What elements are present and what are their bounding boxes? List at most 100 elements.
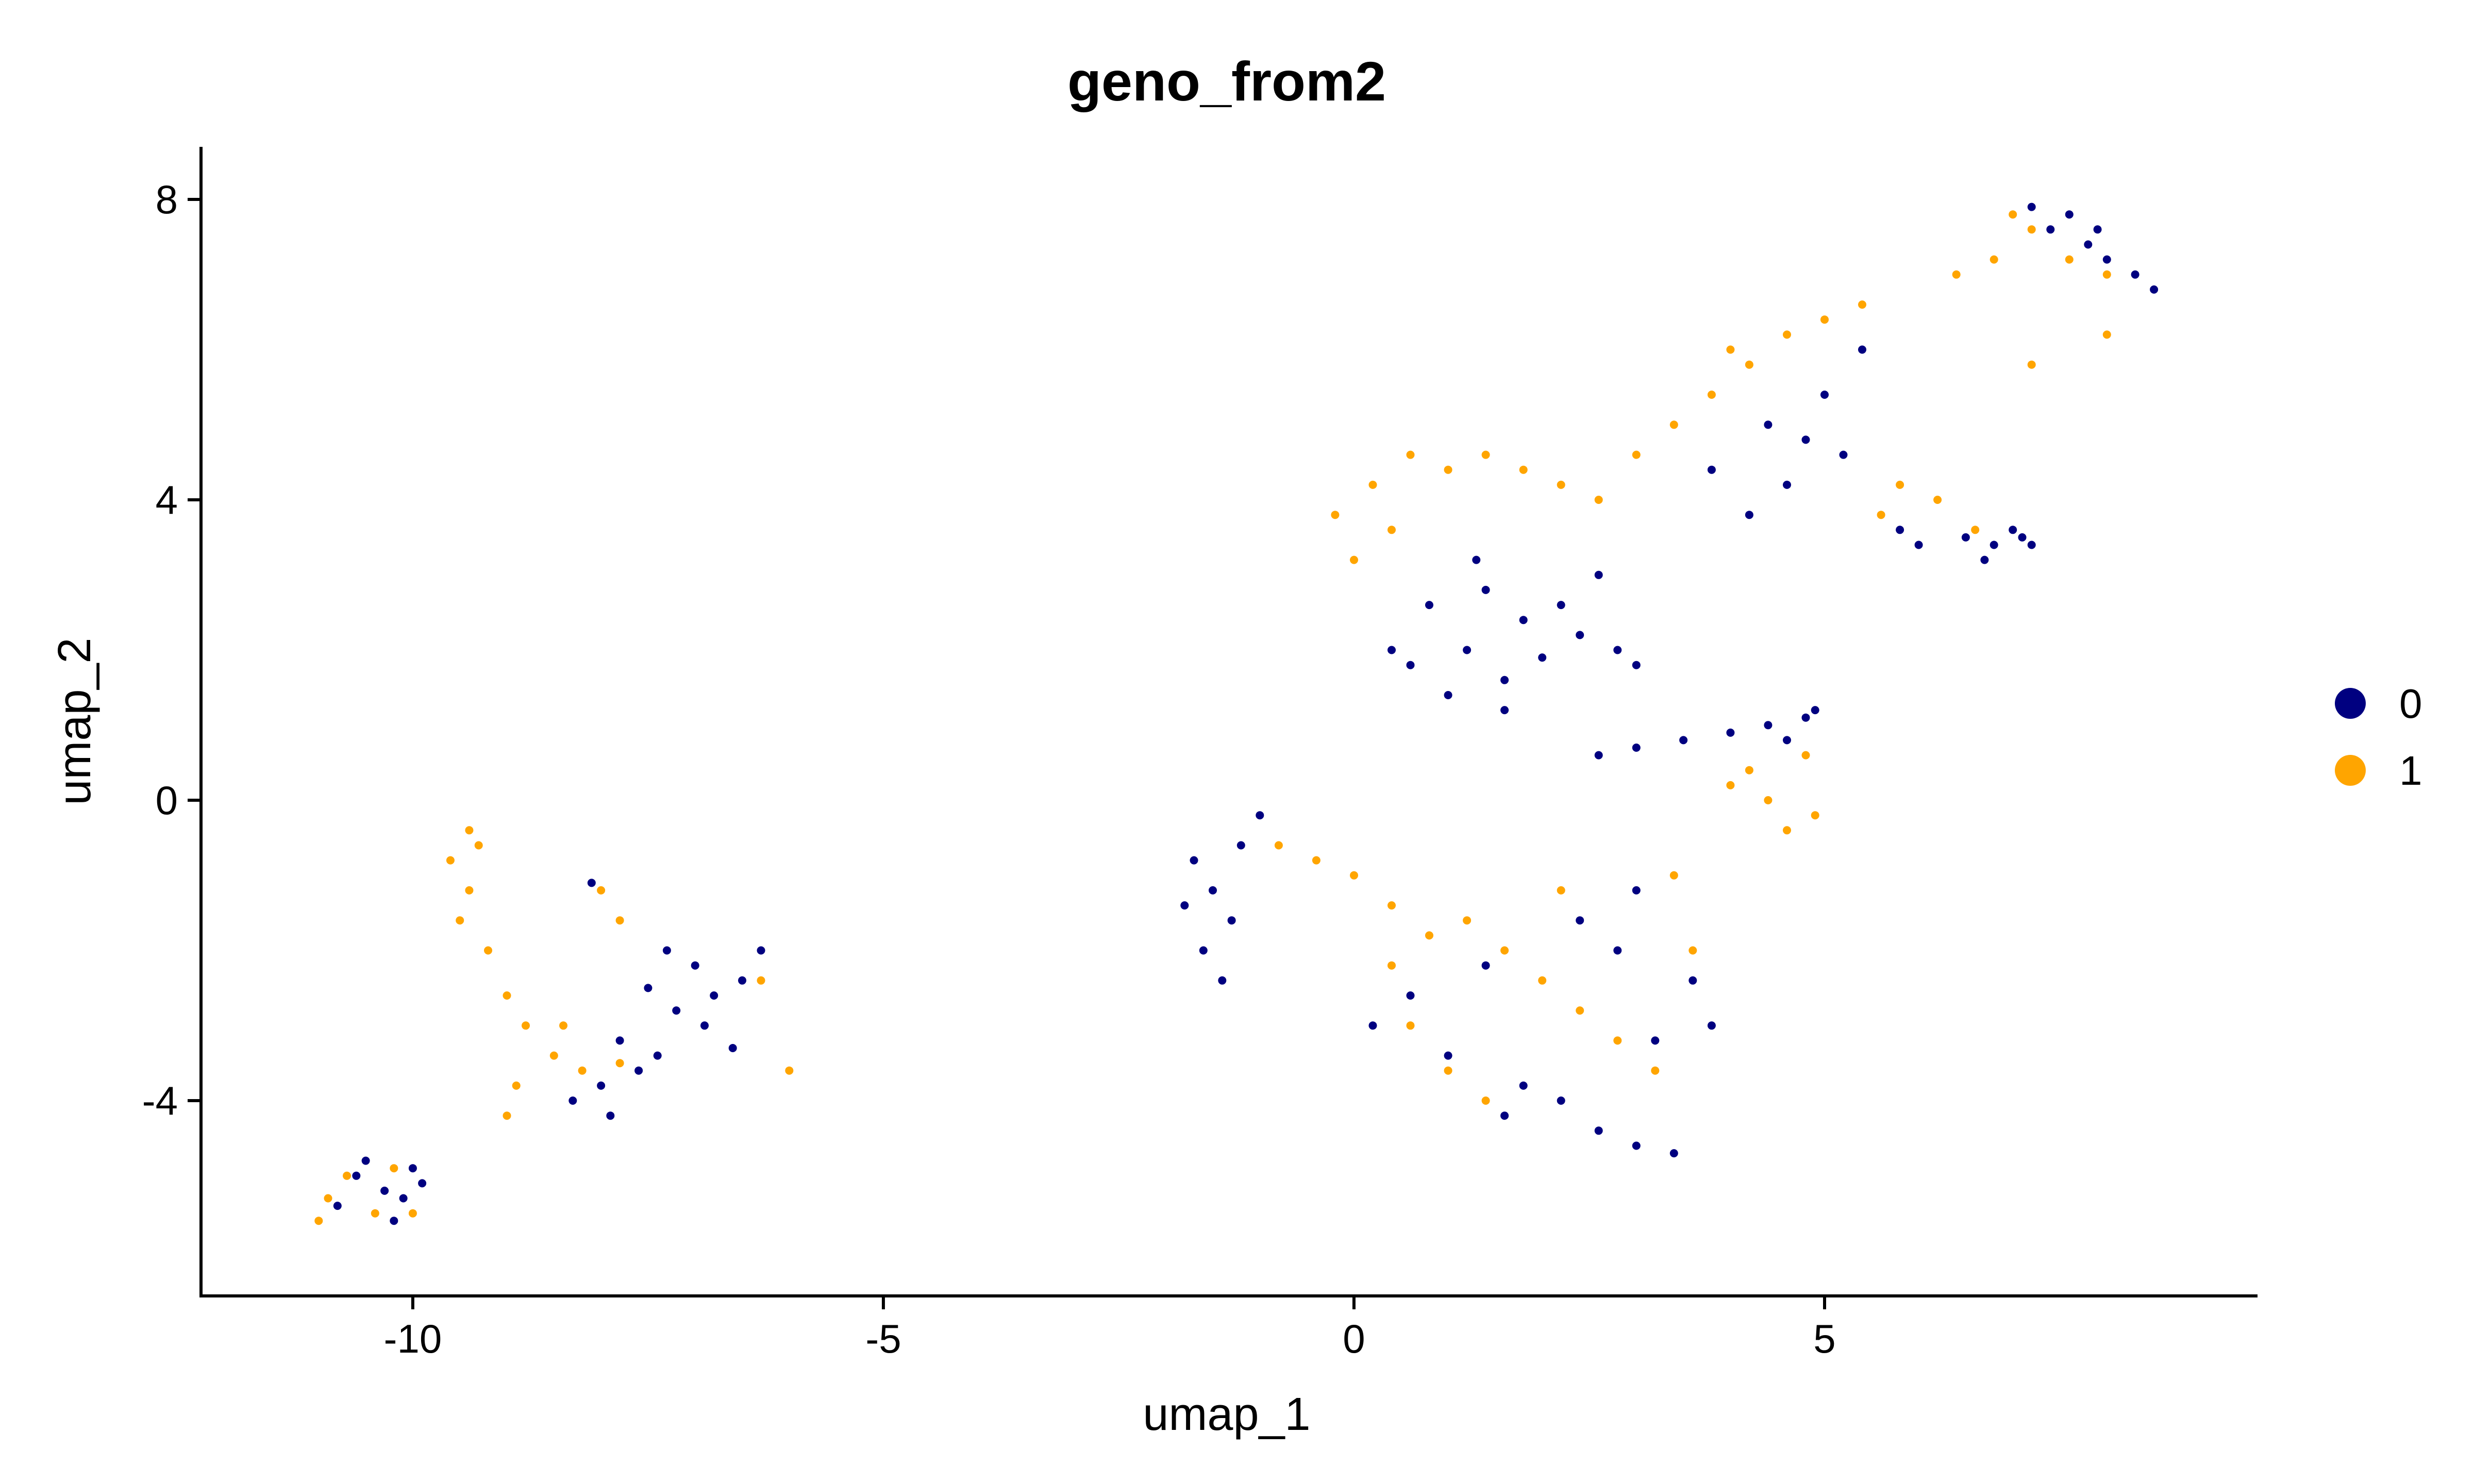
data-point-series-0 xyxy=(1444,1051,1452,1060)
data-point-series-0 xyxy=(1500,676,1509,684)
data-point-series-0 xyxy=(1406,991,1415,1000)
data-point-series-0 xyxy=(1236,841,1245,850)
x-tick-label: -10 xyxy=(384,1316,442,1361)
data-point-series-1 xyxy=(1952,270,1961,279)
data-point-series-0 xyxy=(2009,526,2017,534)
data-point-series-1 xyxy=(1274,841,1283,850)
data-point-series-0 xyxy=(1388,646,1396,654)
data-point-series-1 xyxy=(1651,1066,1660,1075)
data-point-series-1 xyxy=(1444,1066,1452,1075)
data-point-series-1 xyxy=(1444,465,1452,474)
data-point-series-0 xyxy=(1707,1021,1716,1030)
data-point-series-0 xyxy=(418,1179,427,1188)
legend-key-1 xyxy=(2335,755,2366,786)
data-point-series-1 xyxy=(1971,526,1980,534)
data-point-series-0 xyxy=(587,879,596,887)
data-point-series-0 xyxy=(352,1171,361,1180)
data-point-series-1 xyxy=(1388,901,1396,910)
data-point-series-0 xyxy=(1594,570,1603,579)
data-point-series-1 xyxy=(615,1059,624,1068)
data-point-series-1 xyxy=(474,841,483,850)
y-tick-label: -4 xyxy=(142,1078,178,1123)
data-point-series-0 xyxy=(1896,526,1904,534)
data-point-series-1 xyxy=(1783,826,1791,835)
data-point-series-1 xyxy=(1557,886,1565,895)
data-point-series-0 xyxy=(1632,661,1641,669)
data-point-series-1 xyxy=(1481,1097,1490,1105)
data-point-series-0 xyxy=(1519,1081,1528,1090)
data-point-series-0 xyxy=(1632,1141,1641,1150)
data-point-series-0 xyxy=(1679,736,1688,745)
data-point-series-0 xyxy=(390,1217,398,1225)
data-point-series-1 xyxy=(1350,871,1358,880)
data-point-series-0 xyxy=(1444,691,1452,699)
data-point-series-1 xyxy=(1783,330,1791,339)
data-point-series-0 xyxy=(399,1194,408,1203)
data-point-series-0 xyxy=(1961,533,1970,542)
data-point-series-1 xyxy=(2102,330,2111,339)
data-point-series-0 xyxy=(757,946,765,955)
data-point-series-1 xyxy=(2065,255,2074,264)
data-point-series-0 xyxy=(1801,435,1810,444)
data-point-series-0 xyxy=(1557,601,1565,610)
data-point-series-0 xyxy=(1980,555,1989,564)
data-point-series-0 xyxy=(606,1111,615,1120)
data-point-series-1 xyxy=(549,1051,558,1060)
data-point-series-1 xyxy=(597,886,606,895)
data-point-series-0 xyxy=(2027,541,2036,549)
data-point-series-1 xyxy=(1669,420,1678,429)
y-axis-ticks: -4 0 4 8 xyxy=(142,177,201,1123)
data-point-series-0 xyxy=(1783,736,1791,745)
data-point-series-1 xyxy=(1896,480,1904,489)
data-point-series-0 xyxy=(2027,203,2036,211)
data-point-series-1 xyxy=(1877,511,1885,519)
data-point-series-1 xyxy=(2027,360,2036,369)
data-point-series-0 xyxy=(728,1044,737,1052)
data-point-series-1 xyxy=(785,1066,794,1075)
data-point-series-0 xyxy=(2065,210,2074,219)
data-point-series-1 xyxy=(1745,766,1753,774)
data-point-series-1 xyxy=(1801,751,1810,760)
x-axis-title: umap_1 xyxy=(1143,1389,1310,1440)
data-point-series-1 xyxy=(446,856,455,865)
data-point-series-0 xyxy=(2084,240,2093,249)
data-point-series-1 xyxy=(503,991,511,1000)
y-tick-label: 4 xyxy=(156,477,178,522)
y-tick-label: 8 xyxy=(156,177,178,222)
data-point-series-0 xyxy=(1519,616,1528,625)
data-point-series-0 xyxy=(1764,420,1773,429)
data-point-series-0 xyxy=(1538,653,1547,662)
y-tick-label: 0 xyxy=(156,778,178,823)
data-point-series-1 xyxy=(757,976,765,985)
data-point-series-0 xyxy=(597,1081,606,1090)
points-layer xyxy=(314,203,2159,1225)
data-point-series-0 xyxy=(1368,1021,1377,1030)
x-tick-label: 5 xyxy=(1813,1316,1835,1361)
data-point-series-0 xyxy=(662,946,671,955)
data-point-series-1 xyxy=(1312,856,1320,865)
data-point-series-0 xyxy=(1613,646,1622,654)
data-point-series-0 xyxy=(1707,465,1716,474)
data-point-series-1 xyxy=(1745,360,1753,369)
data-point-series-0 xyxy=(1180,901,1189,910)
data-point-series-0 xyxy=(1472,555,1481,564)
data-point-series-1 xyxy=(1689,946,1697,955)
data-point-series-1 xyxy=(578,1066,587,1075)
data-point-series-1 xyxy=(1331,511,1340,519)
legend-label-0: 0 xyxy=(2399,681,2422,727)
data-point-series-0 xyxy=(1425,601,1433,610)
data-point-series-0 xyxy=(1500,1111,1509,1120)
data-point-series-0 xyxy=(569,1097,577,1105)
x-tick-label: -5 xyxy=(865,1316,901,1361)
data-point-series-0 xyxy=(1557,1097,1565,1105)
data-point-series-0 xyxy=(1839,450,1848,459)
data-point-series-1 xyxy=(503,1111,511,1120)
data-point-series-0 xyxy=(2102,255,2111,264)
data-point-series-1 xyxy=(324,1194,332,1203)
data-point-series-0 xyxy=(1500,706,1509,715)
data-point-series-1 xyxy=(1811,811,1819,820)
data-point-series-0 xyxy=(1594,1126,1603,1135)
data-point-series-1 xyxy=(1613,1036,1622,1045)
data-point-series-0 xyxy=(2150,285,2159,294)
data-point-series-1 xyxy=(456,916,464,925)
